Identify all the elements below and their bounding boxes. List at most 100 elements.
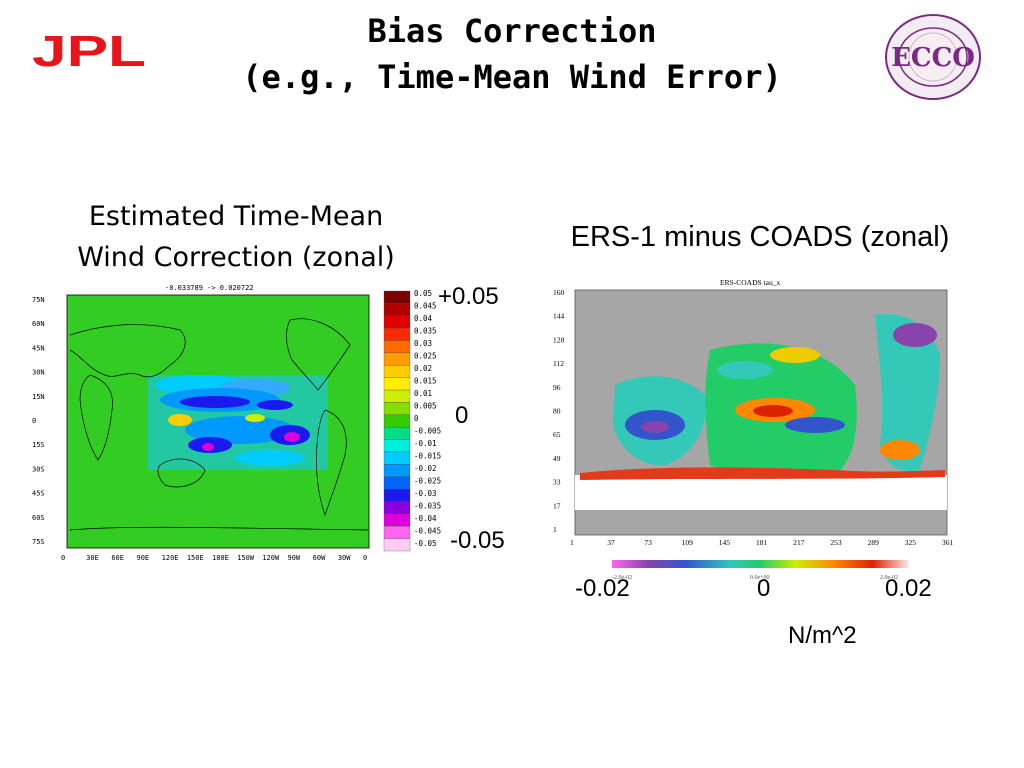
left-colorbar-tick-label: -0.03 — [414, 489, 437, 498]
right-map-x-tick: 1 — [570, 538, 574, 547]
left-colorbar-tick-label: -0.005 — [414, 427, 441, 436]
right-map-x-tick: 109 — [682, 538, 694, 547]
left-colorbar-tick-label: -0.02 — [414, 464, 437, 473]
right-map-y-tick: 17 — [553, 501, 561, 510]
left-colorbar-swatch — [383, 476, 411, 490]
left-wind-correction-map: -0.033789 -> 0.020722 — [30, 280, 372, 570]
title-line-1: Bias Correction — [367, 12, 657, 50]
left-colorbar-tick-label: -0.045 — [414, 527, 441, 536]
left-colorbar-tick-label: 0.015 — [414, 377, 437, 386]
left-map-lon-label: 90E — [137, 554, 150, 562]
left-caption-line-1: Estimated Time-Mean — [88, 201, 384, 232]
left-colorbar-swatch — [383, 501, 411, 515]
jpl-logo: JPL — [30, 27, 150, 76]
right-map-y-tick: 49 — [553, 454, 561, 463]
left-colorbar-tick-label: 0.01 — [414, 389, 432, 398]
left-colorbar-swatch — [383, 303, 411, 316]
left-map-lon-label: 120W — [262, 554, 280, 562]
left-colorbar-swatch — [383, 414, 411, 428]
left-map-lon-label: 90W — [288, 554, 301, 562]
right-map-x-tick: 253 — [830, 538, 842, 547]
left-colorbar-swatch — [383, 365, 411, 378]
left-colorbar-tick-label: 0.04 — [414, 314, 433, 323]
left-colorbar-tick-label: -0.025 — [414, 477, 441, 486]
left-map-lat-label: 45N — [32, 344, 45, 352]
left-map-lon-label: 120E — [162, 554, 179, 562]
left-map-lat-label: 0 — [32, 417, 36, 425]
left-map-lat-label: 60N — [32, 320, 45, 328]
right-map-y-tick: 1 — [553, 525, 557, 534]
left-colorbar-tick-label: 0.005 — [414, 402, 437, 411]
left-colorbar-zero-label: 0 — [455, 402, 469, 429]
left-colorbar-tick-label: -0.01 — [414, 439, 437, 448]
right-colorbar-unit-label: N/m^2 — [788, 622, 857, 649]
left-colorbar-swatch — [383, 290, 411, 304]
left-map-lat-label: 75N — [32, 296, 45, 304]
left-colorbar-tick-label: -0.05 — [414, 539, 437, 548]
left-map-lon-label: 150W — [237, 554, 255, 562]
jpl-logo-text: JPL — [32, 28, 146, 74]
left-colorbar-tick-label: 0.02 — [414, 364, 432, 373]
right-colorbar-small-mid: 0.0e+00 — [750, 575, 770, 581]
left-colorbar-tick-label: 0.025 — [414, 352, 437, 361]
left-colorbar-swatch — [383, 389, 411, 403]
left-map-lat-label: 45S — [32, 490, 45, 498]
slide-title: Bias Correction (e.g., Time-Mean Wind Er… — [200, 8, 824, 100]
right-map-x-tick: 37 — [607, 538, 615, 547]
left-colorbar-tick-label: 0.035 — [414, 327, 437, 336]
right-colorbar-max-label: 0.02 — [885, 575, 932, 602]
right-colorbar-small-left: -2.0e-02 — [612, 575, 632, 581]
left-colorbar-min-label: -0.05 — [450, 527, 505, 554]
left-colorbar-swatch — [383, 315, 411, 329]
right-map-x-tick: 217 — [793, 538, 805, 547]
left-colorbar-tick-label: 0.045 — [414, 302, 437, 311]
left-colorbar-swatch — [383, 451, 411, 465]
left-colorbar-swatch — [383, 427, 411, 440]
left-map-lon-label: 30W — [338, 554, 351, 562]
right-map-x-tick: 181 — [756, 538, 768, 547]
left-map-lat-label: 15S — [32, 441, 45, 449]
right-ers-coads-map: ERS-COADS tau_x 160 144 128 112 96 80 65 49 33 17… — [545, 275, 960, 550]
left-map-lat-label: 15N — [32, 393, 45, 401]
left-colorbar-swatch — [383, 464, 411, 477]
right-map-x-tick: 289 — [868, 538, 880, 547]
left-map-lon-label: 150E — [187, 554, 204, 562]
right-map-y-tick: 33 — [553, 478, 561, 487]
left-colorbar-tick-label: 0 — [414, 414, 419, 423]
title-line-2: (e.g., Time-Mean Wind Error) — [242, 58, 782, 96]
right-colorbar-gradient — [612, 560, 908, 568]
right-map-x-tick: 361 — [942, 538, 954, 547]
ecco-seal-logo-icon: ECCO — [885, 14, 981, 100]
left-colorbar-swatch — [383, 488, 411, 502]
left-map-lat-label: 60S — [32, 514, 45, 522]
right-map-y-tick: 160 — [553, 288, 565, 297]
left-colorbar-tick-label: 0.05 — [414, 290, 432, 298]
left-map-lon-label: 60W — [313, 554, 326, 562]
right-colorbar: -2.0e-02 0.0e+00 2.0e-02 — [610, 558, 910, 582]
right-map-y-tick: 96 — [553, 383, 561, 392]
left-map-lat-label: 75S — [32, 538, 45, 546]
left-colorbar-swatch — [383, 439, 411, 453]
right-map-x-tick: 73 — [644, 538, 652, 547]
left-map-lon-label: 180E — [212, 554, 229, 562]
right-map-y-tick: 65 — [553, 430, 561, 439]
left-map-lon-label: 30E — [86, 554, 99, 562]
left-colorbar-tick-label: -0.04 — [414, 514, 437, 523]
left-map-lat-label: 30S — [32, 465, 45, 473]
right-map-header: ERS-COADS tau_x — [720, 278, 780, 287]
left-colorbar: 0.05 0.045 0.04 0.035 0.03 0.025 0.02 0.015 0.01… — [383, 289, 453, 552]
left-map-lon-label: 0 — [61, 554, 65, 562]
left-caption: Estimated Time-Mean Wind Correction (zon… — [30, 196, 442, 278]
left-colorbar-tick-label: -0.015 — [414, 452, 441, 461]
left-colorbar-swatch — [383, 327, 411, 341]
left-colorbar-tick-label: -0.035 — [414, 502, 441, 511]
left-colorbar-swatch — [383, 538, 411, 552]
left-map-lat-label: 30N — [32, 369, 45, 377]
left-colorbar-swatch — [383, 513, 411, 527]
right-map-y-tick: 128 — [553, 335, 565, 344]
left-colorbar-tick-label: 0.03 — [414, 339, 432, 348]
ecco-logo: ECCO — [883, 12, 983, 102]
left-colorbar-swatch — [383, 402, 411, 415]
left-colorbar-swatch — [383, 352, 411, 366]
ecco-logo-text: ECCO — [891, 43, 975, 73]
